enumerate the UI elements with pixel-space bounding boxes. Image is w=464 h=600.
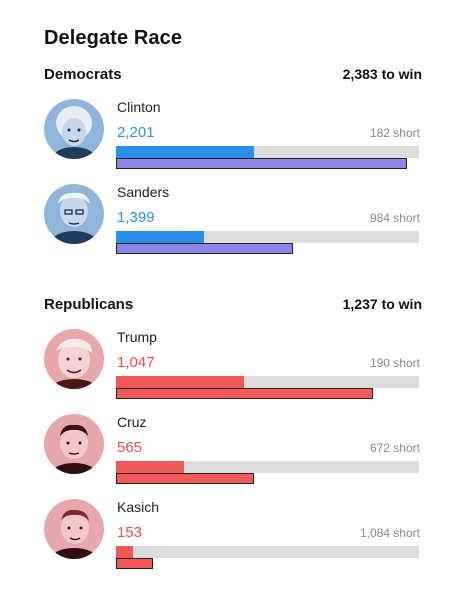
candidate-name: Kasich (117, 499, 160, 515)
projection-bar (116, 473, 254, 484)
candidate-clinton: Clinton 2,201 182 short (0, 99, 464, 175)
delegate-count: 1,047 (117, 354, 155, 371)
progress-track (116, 461, 419, 473)
democrats-to-win: 2,383 to win (342, 66, 422, 82)
delegates-short: 182 short (369, 126, 420, 140)
republicans-section: Republicans 1,237 to win (0, 296, 464, 320)
candidate-name: Clinton (117, 99, 161, 115)
progress-fill (116, 546, 133, 558)
progress-track (116, 146, 419, 158)
candidate-kasich: Kasich 153 1,084 short (0, 499, 464, 575)
kasich-avatar (44, 499, 104, 559)
delegates-short: 1,084 short (359, 526, 420, 540)
progress-fill (116, 146, 255, 158)
candidate-name: Sanders (117, 184, 170, 200)
republicans-header: Republicans 1,237 to win (0, 296, 464, 320)
progress-fill (116, 376, 244, 388)
candidate-trump: Trump 1,047 190 short (0, 329, 464, 405)
clinton-avatar (44, 99, 104, 159)
delegates-short: 190 short (369, 356, 420, 370)
republicans-label: Republicans (44, 296, 134, 313)
delegate-count: 565 (117, 439, 143, 456)
democrats-label: Democrats (44, 66, 122, 83)
page-title: Delegate Race (44, 27, 183, 49)
projection-bar (116, 243, 293, 254)
trump-avatar (44, 329, 104, 389)
candidate-name: Trump (117, 329, 157, 345)
progress-track (116, 231, 419, 243)
progress-fill (116, 461, 184, 473)
delegate-count: 2,201 (117, 124, 155, 141)
republicans-to-win: 1,237 to win (342, 296, 422, 312)
projection-bar (116, 158, 407, 169)
progress-track (116, 546, 419, 558)
democrats-section: Democrats 2,383 to win (0, 66, 464, 90)
delegate-count: 153 (117, 524, 143, 541)
sanders-avatar (44, 184, 104, 244)
projection-bar (116, 558, 153, 569)
delegate-count: 1,399 (117, 209, 155, 226)
democrats-header: Democrats 2,383 to win (0, 66, 464, 90)
delegates-short: 672 short (369, 441, 420, 455)
candidate-cruz: Cruz 565 672 short (0, 414, 464, 490)
delegates-short: 984 short (369, 211, 420, 225)
progress-fill (116, 231, 204, 243)
candidate-sanders: Sanders 1,399 984 short (0, 184, 464, 260)
candidate-name: Cruz (117, 414, 147, 430)
progress-track (116, 376, 419, 388)
cruz-avatar (44, 414, 104, 474)
projection-bar (116, 388, 373, 399)
